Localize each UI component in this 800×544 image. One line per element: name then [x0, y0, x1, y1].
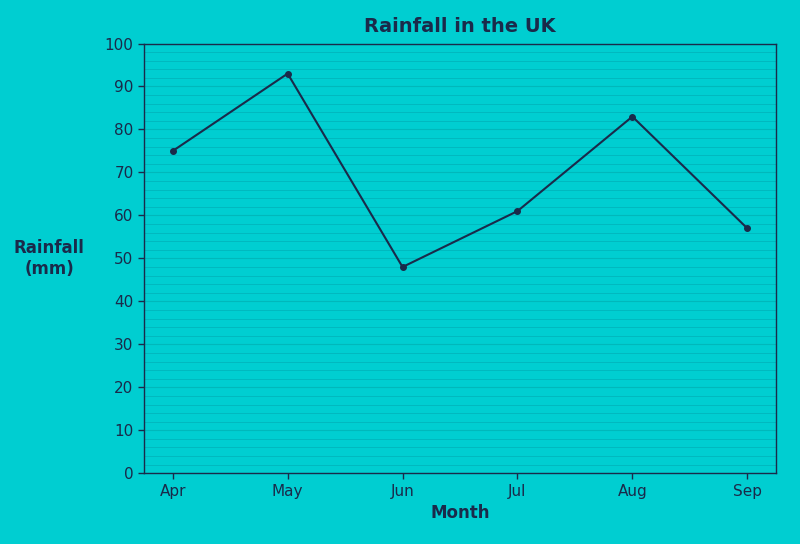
Y-axis label: Rainfall
(mm): Rainfall (mm) — [14, 239, 85, 278]
X-axis label: Month: Month — [430, 504, 490, 522]
Title: Rainfall in the UK: Rainfall in the UK — [364, 17, 556, 36]
